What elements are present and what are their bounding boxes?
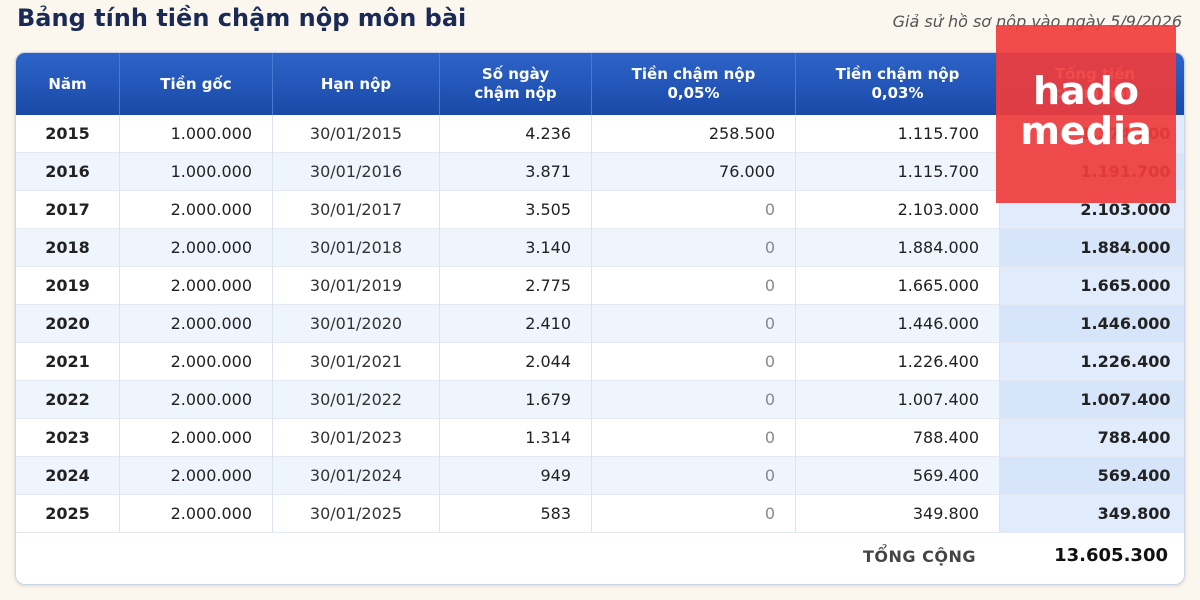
column-header: Tiền chậm nộp 0,03% [795,53,1000,115]
title: Bảng tính tiền chậm nộp môn bài [17,4,467,32]
column-header: Năm [16,53,120,115]
table-cell: 258.500 [591,115,796,153]
table-row: 2024 2.000.000 30/01/2024 949 0 569.400 569.40… [16,456,1184,495]
table-cell: 2021 [16,342,120,381]
table-cell: 2023 [16,418,120,457]
table-cell: 2.410 [439,304,592,343]
table-cell: 4.236 [439,115,592,153]
table-cell: 949 [439,456,592,495]
table-cell: 2015 [16,115,120,153]
table-cell: 2.000.000 [119,304,273,343]
table-cell: 1.884.000 [999,228,1184,267]
table-row: 2020 2.000.000 30/01/2020 2.410 0 1.446.000 1.… [16,304,1184,343]
table-cell: 1.665.000 [795,266,1000,305]
table-cell: 1.000.000 [119,115,273,153]
table-row: 2021 2.000.000 30/01/2021 2.044 0 1.226.400 1.… [16,342,1184,381]
table-cell: 2.000.000 [119,266,273,305]
table-cell: 2.000.000 [119,494,273,533]
table-cell: 1.007.400 [795,380,1000,419]
table-row: 2025 2.000.000 30/01/2025 583 0 349.800 349.80… [16,494,1184,533]
watermark-text: hado [1032,69,1139,113]
table-cell: 1.679 [439,380,592,419]
table-cell: 0 [591,266,796,305]
table-cell: 2020 [16,304,120,343]
table-cell: 349.800 [795,494,1000,533]
table-cell: 76.000 [591,152,796,191]
table-cell: 30/01/2016 [272,152,440,191]
table-cell: 1.007.400 [999,380,1184,419]
table-cell: 2018 [16,228,120,267]
table-cell: 0 [591,380,796,419]
table-cell: 0 [591,304,796,343]
table-cell: 1.446.000 [795,304,1000,343]
table-cell: 30/01/2018 [272,228,440,267]
table-cell: 0 [591,418,796,457]
table-cell: 1.226.400 [795,342,1000,381]
total-row: TỔNG CỘNG 13.605.300 [16,534,1184,584]
table-cell: 2.044 [439,342,592,381]
table-cell: 0 [591,494,796,533]
table-cell: 1.000.000 [119,152,273,191]
table-cell: 2024 [16,456,120,495]
table-row: 2022 2.000.000 30/01/2022 1.679 0 1.007.400 1.… [16,380,1184,419]
watermark: hado media [996,25,1176,203]
table-cell: 0 [591,342,796,381]
table-cell: 1.665.000 [999,266,1184,305]
table-cell: 30/01/2015 [272,115,440,153]
table-cell: 30/01/2024 [272,456,440,495]
table-cell: 2025 [16,494,120,533]
table-cell: 30/01/2019 [272,266,440,305]
table-cell: 30/01/2020 [272,304,440,343]
table-cell: 2019 [16,266,120,305]
column-header: Hạn nộp [272,53,440,115]
table-cell: 2.000.000 [119,190,273,229]
table-cell: 2.775 [439,266,592,305]
table-cell: 1.446.000 [999,304,1184,343]
table-cell: 569.400 [795,456,1000,495]
table-cell: 0 [591,190,796,229]
column-header: Tiền gốc [119,53,273,115]
table-cell: 2.000.000 [119,456,273,495]
table-cell: 583 [439,494,592,533]
table-cell: 1.115.700 [795,152,1000,191]
table-cell: 2.000.000 [119,342,273,381]
table-cell: 3.871 [439,152,592,191]
table-cell: 30/01/2022 [272,380,440,419]
table-cell: 30/01/2017 [272,190,440,229]
table-cell: 2.103.000 [795,190,1000,229]
table-cell: 3.140 [439,228,592,267]
table-cell: 569.400 [999,456,1184,495]
table-cell: 1.226.400 [999,342,1184,381]
table-cell: 2016 [16,152,120,191]
table-row: 2018 2.000.000 30/01/2018 3.140 0 1.884.000 1.… [16,228,1184,267]
table-cell: 30/01/2025 [272,494,440,533]
watermark-text: media [1020,109,1152,153]
table-cell: 349.800 [999,494,1184,533]
table-cell: 788.400 [999,418,1184,457]
column-header: Số ngày chậm nộp [439,53,592,115]
table-cell: 2.000.000 [119,380,273,419]
table-cell: 1.884.000 [795,228,1000,267]
table-cell: 0 [591,456,796,495]
table-cell: 2017 [16,190,120,229]
table-cell: 788.400 [795,418,1000,457]
table-cell: 2022 [16,380,120,419]
table-cell: 3.505 [439,190,592,229]
total-value: 13.605.300 [1054,545,1168,566]
table-cell: 2.000.000 [119,228,273,267]
table-cell: 1.115.700 [795,115,1000,153]
table-cell: 2.000.000 [119,418,273,457]
table-cell: 30/01/2023 [272,418,440,457]
total-label: TỔNG CỘNG [863,547,976,566]
table-cell: 1.314 [439,418,592,457]
column-header: Tiền chậm nộp 0,05% [591,53,796,115]
table-row: 2023 2.000.000 30/01/2023 1.314 0 788.400 788.… [16,418,1184,457]
table-cell: 0 [591,228,796,267]
table-row: 2019 2.000.000 30/01/2019 2.775 0 1.665.000 1.… [16,266,1184,305]
table-cell: 30/01/2021 [272,342,440,381]
